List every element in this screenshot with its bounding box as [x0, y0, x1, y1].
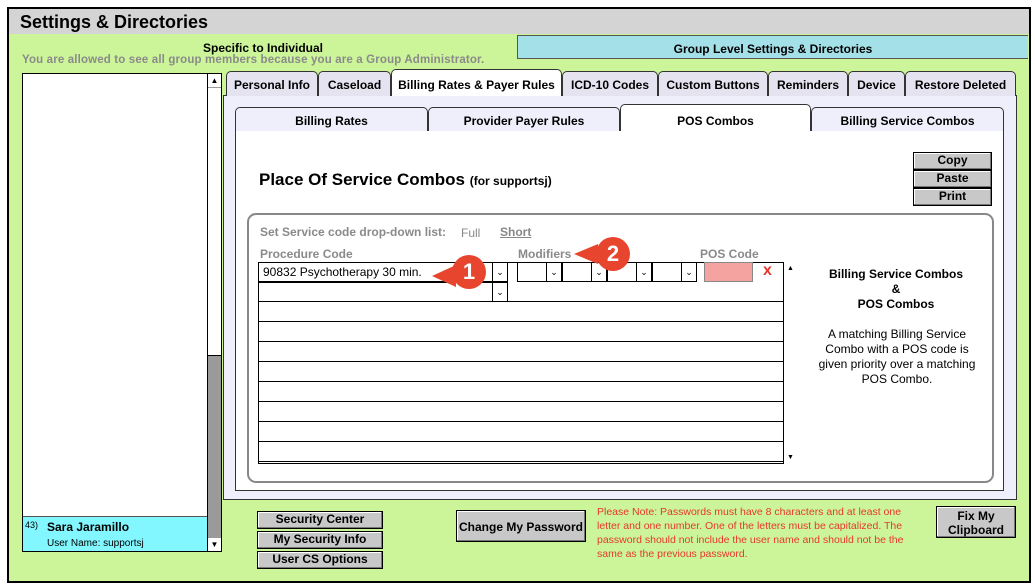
pos-combos-box: [247, 213, 994, 483]
callout-pointer: [574, 244, 598, 264]
table-row: [258, 302, 784, 322]
page-title: Place Of Service Combos (for supportsj): [259, 170, 552, 189]
tab-specific-to-individual[interactable]: Specific to Individual: [202, 41, 324, 55]
chevron-down-icon[interactable]: ⌄: [546, 263, 561, 281]
user-list-scrollbar[interactable]: ▲ ▼: [207, 74, 221, 551]
tab-device[interactable]: Device: [848, 71, 905, 96]
tab-group-level-settings[interactable]: Group Level Settings & Directories: [517, 35, 1028, 59]
copy-button[interactable]: Copy: [913, 152, 992, 170]
subtab-billing-service-combos[interactable]: Billing Service Combos: [811, 107, 1004, 131]
scroll-up-icon[interactable]: ▲: [208, 74, 221, 87]
table-row: [258, 442, 784, 462]
tab-billing-rates-payer-rules[interactable]: Billing Rates & Payer Rules: [391, 69, 562, 96]
tab-custom-buttons[interactable]: Custom Buttons: [658, 71, 768, 96]
scroll-thumb[interactable]: [208, 88, 221, 356]
scroll-down-icon[interactable]: ▼: [784, 451, 797, 464]
password-note: Please Note: Passwords must have 8 chara…: [597, 506, 904, 560]
tab-restore-deleted[interactable]: Restore Deleted: [905, 71, 1016, 96]
modifier-4-dropdown[interactable]: ⌄: [652, 262, 697, 282]
fix-clipboard-button[interactable]: Fix My Clipboard: [936, 506, 1016, 538]
table-row: [258, 362, 784, 382]
callout-pointer: [432, 265, 456, 287]
table-row: [258, 382, 784, 402]
window-title: Settings & Directories: [9, 9, 1029, 34]
user-list-item-selected[interactable]: 43) Sara Jaramillo User Name: supportsj: [23, 516, 207, 551]
tab-personal-info[interactable]: Personal Info: [226, 71, 318, 96]
callout-badge-2: 2: [596, 237, 630, 271]
chevron-down-icon[interactable]: ⌄: [591, 263, 606, 281]
user-username: User Name: supportsj: [47, 538, 144, 549]
page-subtitle: (for supportsj): [469, 174, 552, 188]
grid-scrollbar[interactable]: ▲ ▼: [783, 262, 797, 464]
chevron-down-icon[interactable]: ⌄: [492, 283, 507, 301]
info-title: Billing Service Combos & POS Combos: [828, 267, 964, 311]
paste-button[interactable]: Paste: [913, 170, 992, 188]
table-row: [258, 342, 784, 362]
security-center-button[interactable]: Security Center: [257, 511, 383, 529]
my-security-info-button[interactable]: My Security Info: [257, 531, 383, 549]
scroll-down-icon[interactable]: ▼: [208, 538, 221, 551]
procedure-code-header: Procedure Code: [260, 247, 353, 261]
short-list-link[interactable]: Short: [500, 225, 532, 239]
pos-code-field[interactable]: [704, 262, 753, 282]
tab-reminders[interactable]: Reminders: [768, 71, 848, 96]
change-password-button[interactable]: Change My Password: [456, 510, 586, 542]
table-row: [258, 402, 784, 422]
pos-code-header: POS Code: [700, 247, 759, 261]
delete-row-icon[interactable]: x: [763, 262, 772, 279]
user-name: Sara Jaramillo: [47, 520, 130, 534]
tab-caseload[interactable]: Caseload: [318, 71, 391, 96]
table-row: [258, 322, 784, 342]
procedure-code-dropdown-empty[interactable]: ⌄: [258, 282, 508, 302]
full-list-link[interactable]: Full: [461, 226, 481, 240]
table-row: [258, 282, 784, 302]
procedure-code-value: 90832 Psychotherapy 30 min.: [263, 265, 422, 279]
chevron-down-icon[interactable]: ⌄: [492, 263, 507, 281]
dropdown-list-label: Set Service code drop-down list:: [260, 225, 447, 239]
callout-badge-1: 1: [452, 255, 486, 289]
info-text: A matching Billing Service Combo with a …: [818, 327, 976, 386]
chevron-down-icon[interactable]: ⌄: [636, 263, 651, 281]
user-index: 43): [25, 520, 39, 530]
print-button[interactable]: Print: [913, 188, 992, 206]
subtab-pos-combos[interactable]: POS Combos: [620, 104, 811, 131]
table-row: [258, 422, 784, 442]
scroll-up-icon[interactable]: ▲: [784, 262, 797, 275]
chevron-down-icon[interactable]: ⌄: [681, 263, 696, 281]
tab-icd10-codes[interactable]: ICD-10 Codes: [562, 71, 658, 96]
subtab-billing-rates[interactable]: Billing Rates: [235, 107, 428, 131]
modifiers-header: Modifiers: [518, 247, 572, 261]
user-cs-options-button[interactable]: User CS Options: [257, 551, 383, 569]
user-list[interactable]: ▲ ▼ 43) Sara Jaramillo User Name: suppor…: [22, 73, 222, 552]
admin-note: You are allowed to see all group members…: [22, 54, 485, 66]
modifier-1-dropdown[interactable]: ⌄: [517, 262, 562, 282]
subtab-provider-payer-rules[interactable]: Provider Payer Rules: [428, 107, 620, 131]
